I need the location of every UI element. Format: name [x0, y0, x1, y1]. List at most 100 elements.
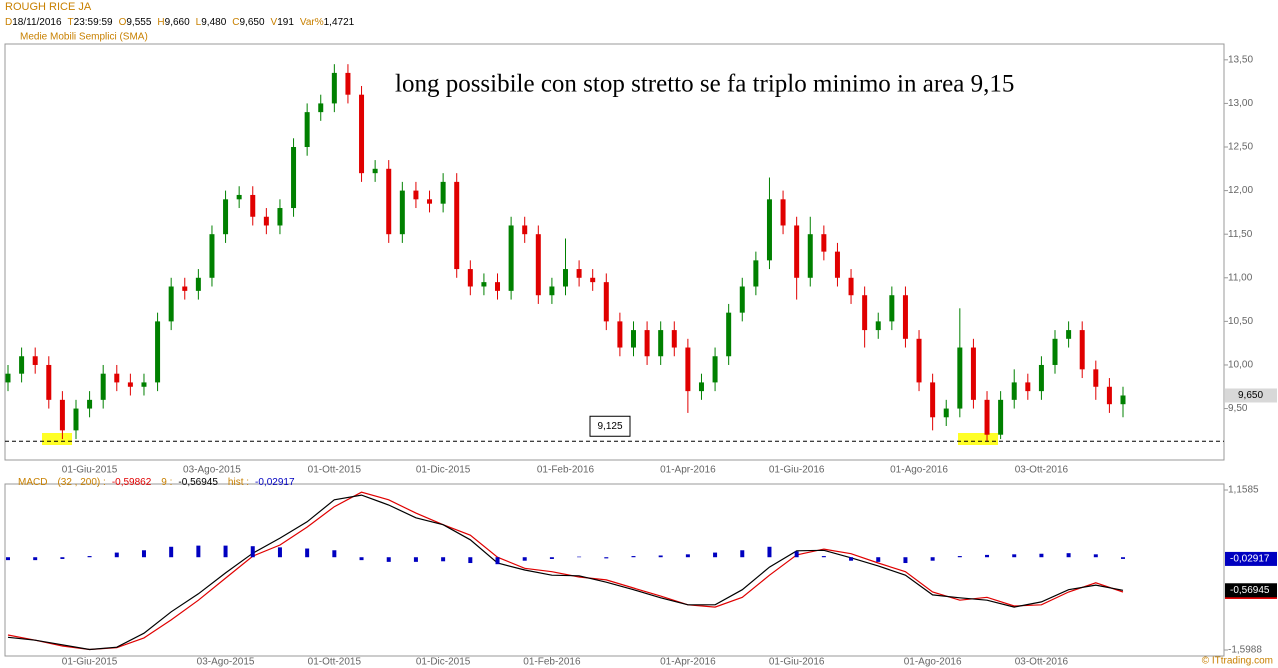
candle-body: [753, 260, 759, 287]
candle-body: [1079, 330, 1085, 370]
candle-body: [345, 72, 351, 95]
y-tick-label: 1,1585: [1228, 485, 1259, 496]
hist-bar: [277, 547, 282, 558]
candle-body: [508, 225, 514, 291]
quote-line: D18/11/2016 T23:59:59 O9,555 H9,660 L9,480 C9…: [5, 17, 355, 28]
quote-value: 9,650: [240, 17, 265, 28]
x-tick-label: 03-Ago-2015: [183, 465, 241, 476]
hist-bar: [1093, 554, 1098, 558]
candle-body: [590, 277, 596, 283]
candle-body: [19, 356, 25, 374]
candle-body: [957, 347, 963, 409]
candle-body: [32, 356, 38, 365]
value-box: [1225, 551, 1277, 566]
candle-body: [848, 277, 854, 296]
candle-body: [821, 234, 827, 252]
candle-body: [875, 321, 881, 331]
watermark: © ITtrading.com: [1202, 656, 1273, 667]
legend-title: MACD: [18, 477, 47, 488]
hist-bar: [876, 557, 881, 562]
hist-bar: [386, 557, 391, 562]
x-tick-label: 01-Giu-2015: [62, 657, 118, 668]
candle-body: [263, 216, 269, 226]
candle-body: [780, 199, 786, 226]
candle-body: [141, 382, 147, 387]
macd-line: [7, 494, 1124, 651]
candle-body: [59, 399, 65, 431]
candle-body: [114, 373, 120, 383]
x-tick-label: 01-Feb-2016: [523, 657, 581, 668]
candle-body: [331, 72, 337, 104]
quote-value: 18/11/2016: [12, 17, 62, 28]
candle-body: [834, 251, 840, 278]
y-tick-label: -1,5988: [1228, 645, 1262, 656]
y-tick-label: 10,00: [1228, 360, 1253, 371]
candle-body: [1066, 330, 1072, 339]
chart-title: ROUGH RICE JA: [5, 1, 92, 13]
candle-body: [87, 399, 93, 409]
candle-body: [970, 347, 976, 400]
y-tick-label: 12,00: [1228, 185, 1253, 196]
last-price-box: [1225, 388, 1277, 403]
candle-body: [155, 321, 161, 383]
hist-bar: [223, 545, 228, 558]
hist-bar: [685, 554, 690, 558]
quote-value: 9,660: [165, 17, 190, 28]
candle-body: [386, 168, 392, 235]
hist-bar: [549, 557, 554, 559]
candle-body: [998, 399, 1004, 435]
candle-body: [862, 295, 868, 331]
legend-name: hist :: [228, 477, 249, 488]
candle-body: [250, 194, 256, 217]
candle-body: [100, 373, 106, 400]
hist-bar: [87, 556, 92, 558]
hist-bar: [169, 546, 174, 558]
quote-value: 23:59:59: [74, 17, 113, 28]
legend-name: (32 , 200) :: [57, 477, 105, 488]
candle-body: [1093, 369, 1099, 387]
candle-body: [1120, 395, 1126, 405]
hist-bar: [522, 557, 527, 561]
candle-body: [223, 199, 229, 235]
hist-bar: [821, 556, 826, 558]
legend-value: -0,56945: [178, 477, 218, 488]
candle-body: [127, 382, 133, 387]
candle-body: [277, 208, 283, 226]
quote-key: H: [157, 17, 164, 28]
candle-body: [739, 286, 745, 313]
candle-body: [372, 168, 378, 174]
candle-body: [46, 364, 52, 400]
quote-key: O: [119, 17, 127, 28]
candle-body: [168, 286, 174, 322]
hist-bar: [250, 546, 255, 558]
candle-body: [916, 338, 922, 383]
hist-bar: [1012, 554, 1017, 558]
candle-body: [766, 199, 772, 261]
hist-bar: [1121, 557, 1125, 559]
value-box-label: -0,56945: [1230, 585, 1270, 596]
hist-bar: [849, 557, 854, 561]
x-tick-label: 01-Ago-2016: [904, 657, 962, 668]
quote-value: 9,555: [126, 17, 151, 28]
candle-body: [712, 356, 718, 383]
legend-value: -0,02917: [255, 477, 295, 488]
y-tick-label: 11,50: [1228, 229, 1253, 240]
subtitle: Medie Mobili Semplici (SMA): [20, 32, 148, 43]
candle-body: [698, 382, 704, 392]
hist-bar: [658, 555, 663, 558]
hist-bar: [957, 556, 962, 558]
hist-bar: [141, 550, 146, 558]
x-tick-label: 03-Ago-2015: [197, 657, 255, 668]
candle-body: [671, 330, 677, 348]
candle-body: [1011, 382, 1017, 400]
legend-name: 9 :: [161, 477, 172, 488]
y-tick-label: 12,50: [1228, 142, 1253, 153]
annotation: long possibile con stop stretto se fa tr…: [395, 71, 1014, 98]
x-tick-label: 01-Ott-2015: [308, 465, 362, 476]
value-box: [1225, 583, 1277, 598]
macd-panel: [4, 483, 1225, 657]
highlight-box: [42, 433, 72, 445]
hist-bar: [114, 552, 119, 558]
